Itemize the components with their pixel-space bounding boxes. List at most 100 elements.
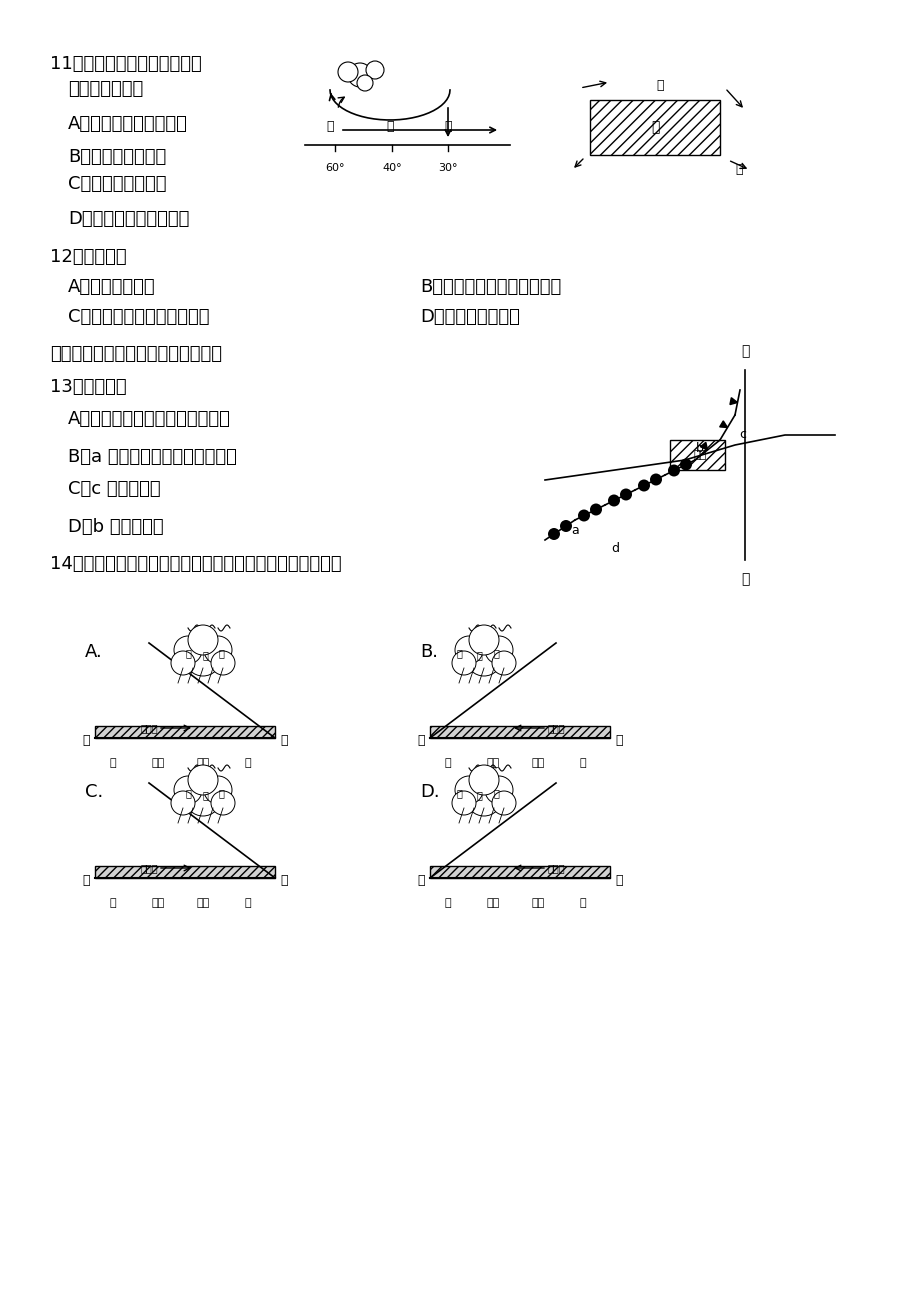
Circle shape [492, 651, 516, 675]
Text: 40°: 40° [381, 162, 402, 173]
Text: 冷气团: 冷气团 [140, 723, 158, 733]
Text: 甲: 甲 [83, 734, 90, 747]
Circle shape [174, 776, 202, 803]
Text: 团: 团 [218, 647, 223, 658]
Circle shape [466, 780, 502, 816]
Text: 乙: 乙 [386, 120, 393, 133]
Text: C．东非高原动物大规模北迁: C．东非高原动物大规模北迁 [68, 308, 210, 326]
Text: 雨区: 雨区 [486, 758, 499, 768]
Text: 晴: 晴 [444, 758, 451, 768]
Text: 乙: 乙 [734, 162, 742, 176]
Circle shape [366, 61, 383, 79]
Circle shape [185, 640, 221, 676]
Text: 多云: 多云 [531, 898, 544, 907]
Circle shape [466, 640, 502, 676]
Text: 14．图中沿甲乙线所作的天气系统垂直剖面示意图正确的是: 14．图中沿甲乙线所作的天气系统垂直剖面示意图正确的是 [50, 555, 341, 573]
Text: D．b 地雨过天晴: D．b 地雨过天晴 [68, 517, 164, 536]
Circle shape [210, 651, 234, 675]
Text: 雨区: 雨区 [196, 898, 210, 907]
Circle shape [589, 503, 601, 516]
Bar [95, 866, 275, 878]
Circle shape [679, 459, 691, 471]
Text: 暖: 暖 [185, 788, 191, 798]
Text: c: c [739, 429, 745, 442]
Text: 晴: 晴 [109, 758, 116, 768]
Text: C．丙一东北信风带: C．丙一东北信风带 [68, 176, 166, 192]
Text: 乙: 乙 [614, 734, 622, 747]
Circle shape [171, 651, 195, 675]
Text: 甲: 甲 [740, 344, 748, 358]
Text: 暖: 暖 [185, 647, 191, 658]
Text: 团: 团 [493, 647, 498, 658]
Circle shape [174, 636, 202, 664]
Circle shape [187, 764, 218, 796]
Text: a: a [571, 524, 578, 537]
Circle shape [469, 764, 498, 796]
Bar [429, 725, 609, 738]
Text: 甲: 甲 [279, 875, 287, 888]
Text: 暖: 暖 [456, 647, 461, 658]
Text: 下图为某天气系统图，回答下列题。: 下图为某天气系统图，回答下列题。 [50, 344, 221, 363]
Text: A.: A. [85, 644, 103, 660]
Text: 多云: 多云 [152, 758, 165, 768]
Text: B．乙一盛行西风带: B．乙一盛行西风带 [68, 148, 166, 166]
Circle shape [619, 489, 631, 500]
Text: 暖: 暖 [456, 788, 461, 798]
Text: 多云: 多云 [531, 758, 544, 768]
Circle shape [484, 776, 513, 803]
Circle shape [210, 790, 234, 815]
Text: D.: D. [420, 783, 439, 801]
Circle shape [451, 790, 475, 815]
Text: 冷气团: 冷气团 [140, 863, 158, 874]
Circle shape [455, 636, 482, 664]
Text: 气: 气 [475, 790, 482, 800]
Circle shape [204, 636, 232, 664]
Text: 甲: 甲 [650, 121, 659, 134]
Circle shape [667, 464, 679, 477]
Circle shape [637, 480, 650, 491]
Text: 团: 团 [493, 788, 498, 798]
Text: A．北京昼短夜长: A．北京昼短夜长 [68, 278, 155, 296]
Text: 丁: 丁 [326, 120, 334, 133]
Text: 30°: 30° [437, 162, 458, 173]
Circle shape [171, 790, 195, 815]
Text: 乙: 乙 [740, 572, 748, 586]
Circle shape [455, 776, 482, 803]
Text: 乙: 乙 [279, 734, 287, 747]
Text: C.: C. [85, 783, 103, 801]
Circle shape [347, 62, 371, 87]
Polygon shape [699, 442, 707, 450]
Bar [669, 439, 724, 471]
Text: 冷气团: 冷气团 [547, 723, 564, 733]
Circle shape [185, 780, 221, 816]
Text: 雨区: 雨区 [486, 898, 499, 907]
Bar [589, 100, 720, 155]
Text: 晴: 晴 [579, 898, 585, 907]
Circle shape [469, 625, 498, 655]
Circle shape [548, 528, 560, 540]
Text: 多云: 多云 [152, 898, 165, 907]
Text: 甲: 甲 [444, 120, 451, 133]
Circle shape [560, 520, 572, 532]
Text: 判断，正确的是: 判断，正确的是 [68, 81, 143, 98]
Circle shape [484, 636, 513, 664]
Circle shape [492, 790, 516, 815]
Bar [95, 725, 275, 738]
Circle shape [204, 776, 232, 803]
Text: D．丁一副热带高气压带: D．丁一副热带高气压带 [68, 211, 189, 227]
Text: 丙: 丙 [655, 79, 663, 92]
Text: 晴: 晴 [109, 898, 116, 907]
Text: 13．此时图中: 13．此时图中 [50, 378, 127, 396]
Text: B．a 地大风降温，并可能有降水: B．a 地大风降温，并可能有降水 [68, 448, 236, 465]
Text: 晴: 晴 [444, 898, 451, 907]
Text: 甲: 甲 [417, 734, 425, 747]
Text: 甲: 甲 [614, 875, 622, 888]
Text: A．甲一副极地低气压带: A．甲一副极地低气压带 [68, 114, 187, 133]
Text: 气: 气 [202, 790, 208, 800]
Polygon shape [729, 398, 737, 404]
Text: 60°: 60° [325, 162, 345, 173]
Circle shape [451, 651, 475, 675]
Text: 雨区: 雨区 [196, 758, 210, 768]
Circle shape [607, 494, 619, 507]
Text: 11．图中气压带、风带名称的: 11．图中气压带、风带名称的 [50, 55, 201, 73]
